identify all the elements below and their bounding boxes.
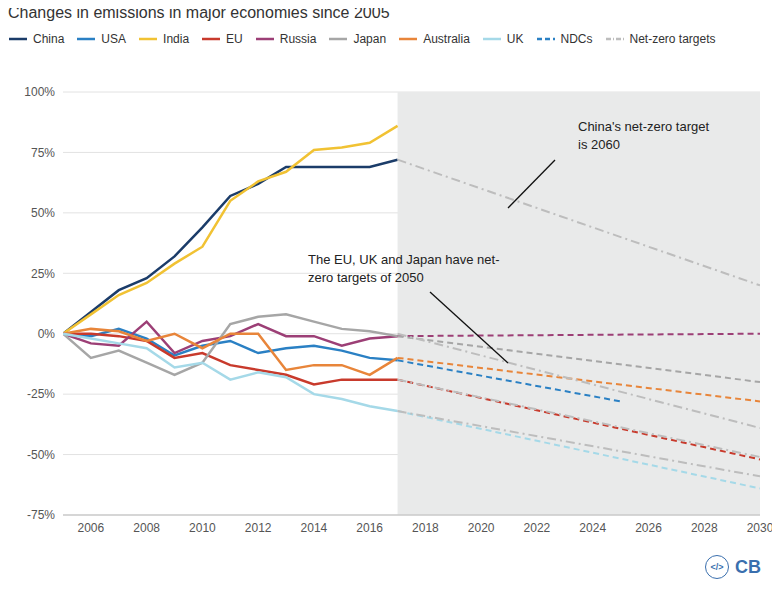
html-text:The EU, UK and Japan have net-: The EU, UK and Japan have net-zero targe… xyxy=(308,252,500,285)
svg-text:100%: 100% xyxy=(24,85,55,99)
svg-text:2016: 2016 xyxy=(356,521,383,535)
html-text:USA: USA xyxy=(101,32,126,46)
svg-text:2020: 2020 xyxy=(468,521,495,535)
svg-text:2022: 2022 xyxy=(524,521,551,535)
svg-text:2006: 2006 xyxy=(78,521,105,535)
svg-text:2012: 2012 xyxy=(245,521,272,535)
svg-text:2026: 2026 xyxy=(635,521,662,535)
html-text:Net-zero targets: Net-zero targets xyxy=(629,32,716,46)
html-text:Australia: Australia xyxy=(423,32,470,46)
svg-text:0%: 0% xyxy=(38,327,56,341)
html-text:Changes in emissions in major: Changes in emissions in major economies … xyxy=(8,4,390,21)
html-text:China's net-zero target is 206: China's net-zero target is 2060 xyxy=(578,119,710,152)
html-text:Japan: Japan xyxy=(353,32,387,46)
svg-text:-75%: -75% xyxy=(27,508,55,522)
svg-text:75%: 75% xyxy=(31,146,55,160)
html-text:China: China xyxy=(33,32,65,46)
html-text:Russia: Russia xyxy=(279,32,317,46)
svg-text:50%: 50% xyxy=(31,206,55,220)
html-text:EU: EU xyxy=(226,32,243,46)
svg-text:-25%: -25% xyxy=(27,387,55,401)
svg-text:2018: 2018 xyxy=(412,521,439,535)
html-text:CB: CB xyxy=(735,556,761,577)
svg-text:2024: 2024 xyxy=(579,521,606,535)
svg-text:2014: 2014 xyxy=(301,521,328,535)
svg-text:2028: 2028 xyxy=(691,521,718,535)
svg-text:-50%: -50% xyxy=(27,448,55,462)
html-text:NDCs: NDCs xyxy=(560,32,593,46)
html-text:India: India xyxy=(163,32,190,46)
svg-text:2010: 2010 xyxy=(189,521,216,535)
svg-text:25%: 25% xyxy=(31,267,55,281)
html-text:UK: UK xyxy=(506,32,524,46)
svg-text:2030: 2030 xyxy=(747,521,772,535)
svg-text:2008: 2008 xyxy=(133,521,160,535)
